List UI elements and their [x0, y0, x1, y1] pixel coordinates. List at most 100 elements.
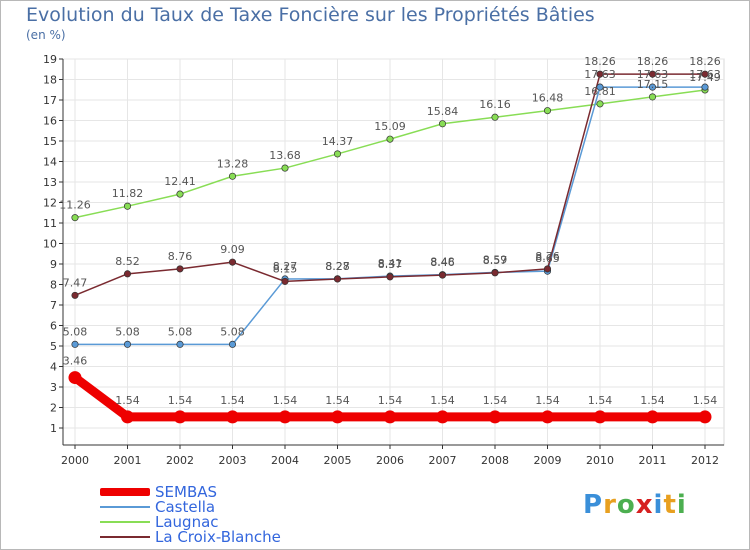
point-sembas	[173, 410, 187, 424]
y-tick-label: 14	[43, 156, 57, 169]
x-tick-label: 2011	[639, 454, 667, 467]
point-sembas	[278, 410, 292, 424]
data-label-laugnac: 13.68	[269, 149, 301, 162]
data-label-laugnac: 16.48	[532, 92, 564, 105]
data-label-la-croix-blanche: 8.37	[378, 258, 403, 271]
data-label-sembas: 1.54	[273, 394, 298, 407]
x-tick-label: 2005	[324, 454, 352, 467]
data-label-la-croix-blanche: 8.76	[535, 250, 560, 263]
point-laugnac	[71, 214, 79, 222]
legend-label: Laugnac	[155, 513, 219, 531]
chart-title: Evolution du Taux de Taxe Foncière sur l…	[26, 4, 595, 26]
data-label-castella: 17.63	[584, 68, 616, 81]
data-label-castella: 17.63	[637, 68, 669, 81]
data-label-sembas: 1.54	[220, 394, 245, 407]
data-label-castella: 17.63	[689, 68, 721, 81]
legend-label: SEMBAS	[155, 483, 218, 501]
data-label-la-croix-blanche: 8.52	[115, 255, 140, 268]
point-la-croix-blanche	[701, 70, 709, 78]
x-tick-label: 2009	[534, 454, 562, 467]
logo-letter: o	[616, 490, 636, 520]
data-label-sembas: 1.54	[640, 394, 665, 407]
point-castella	[176, 340, 184, 348]
y-tick-label: 6	[50, 320, 57, 333]
data-label-castella: 8.48	[430, 256, 455, 269]
data-label-castella: 8.65	[535, 252, 560, 265]
point-sembas	[121, 410, 134, 424]
point-la-croix-blanche	[438, 271, 447, 279]
y-tick-label: 17	[43, 94, 57, 107]
logo-letter: x	[635, 490, 654, 520]
point-laugnac	[438, 120, 447, 128]
y-tick-label: 4	[50, 361, 57, 374]
legend-swatch-laugnac	[100, 521, 150, 523]
data-label-sembas: 1.54	[115, 394, 140, 407]
data-label-la-croix-blanche: 8.15	[273, 262, 298, 275]
point-sembas	[646, 410, 659, 424]
y-tick-label: 16	[43, 115, 57, 128]
data-label-sembas: 1.54	[325, 394, 350, 407]
plot-area	[62, 58, 725, 446]
legend-swatch-la-croix-blanche	[100, 536, 150, 538]
data-label-la-croix-blanche: 8.27	[325, 260, 350, 273]
data-label-la-croix-blanche: 8.76	[168, 250, 193, 263]
data-label-la-croix-blanche: 9.09	[220, 243, 245, 256]
x-tick-label: 2012	[691, 454, 719, 467]
gridlines	[63, 58, 724, 445]
data-label-laugnac: 15.09	[374, 120, 406, 133]
x-tick-label: 2010	[586, 454, 614, 467]
data-label-sembas: 1.54	[693, 394, 718, 407]
point-castella	[648, 83, 657, 91]
point-laugnac	[228, 172, 237, 180]
data-label-sembas: 1.54	[535, 394, 560, 407]
point-la-croix-blanche	[386, 273, 394, 281]
data-label-sembas: 1.54	[483, 394, 508, 407]
point-la-croix-blanche	[596, 70, 604, 78]
point-castella	[596, 83, 604, 91]
point-sembas	[68, 371, 82, 385]
x-tick-label: 2004	[271, 454, 299, 467]
point-laugnac	[648, 93, 657, 101]
x-tick-label: 2000	[61, 454, 89, 467]
data-label-laugnac: 11.82	[112, 187, 144, 200]
legend-label: Castella	[155, 498, 216, 516]
data-label-castella: 8.27	[273, 260, 298, 273]
point-castella	[701, 83, 709, 91]
data-points	[68, 70, 712, 424]
data-label-la-croix-blanche: 8.46	[430, 256, 455, 269]
data-label-laugnac: 12.41	[164, 175, 196, 188]
data-label-la-croix-blanche: 18.26	[637, 55, 669, 68]
point-laugnac	[386, 135, 394, 143]
data-label-castella: 5.08	[63, 325, 88, 338]
point-laugnac	[596, 100, 604, 108]
x-tick-labels: 2000 2001 2002 2003 2004 2005 2006 2007 2008 2009…	[61, 454, 719, 467]
data-label-castella: 5.08	[115, 325, 140, 338]
point-sembas	[593, 410, 607, 424]
point-laugnac	[281, 164, 289, 172]
x-tick-label: 2002	[166, 454, 194, 467]
legend-swatch-castella	[100, 506, 150, 508]
logo-letter: i	[653, 490, 664, 520]
point-sembas	[331, 410, 344, 424]
y-tick-label: 7	[50, 299, 57, 312]
point-la-croix-blanche	[228, 258, 237, 266]
y-tick-label: 15	[43, 135, 57, 148]
data-label-sembas: 1.54	[378, 394, 403, 407]
point-sembas	[383, 410, 397, 424]
data-label-laugnac: 14.37	[322, 135, 354, 148]
data-label-laugnac: 13.28	[217, 157, 249, 170]
point-sembas	[541, 410, 554, 424]
proxiti-logo: Proxiti	[583, 490, 687, 520]
data-label-laugnac: 17.15	[637, 78, 669, 91]
data-label-laugnac: 15.84	[427, 105, 459, 118]
data-label-castella: 8.28	[325, 260, 350, 273]
axes	[59, 58, 724, 449]
data-label-sembas: 1.54	[168, 394, 193, 407]
y-tick-label: 2	[50, 402, 57, 415]
data-label-laugnac: 17.49	[689, 71, 721, 84]
data-label-castella: 8.59	[483, 253, 508, 266]
point-la-croix-blanche	[176, 265, 184, 273]
x-tick-label: 2001	[114, 454, 142, 467]
point-laugnac	[543, 107, 552, 115]
